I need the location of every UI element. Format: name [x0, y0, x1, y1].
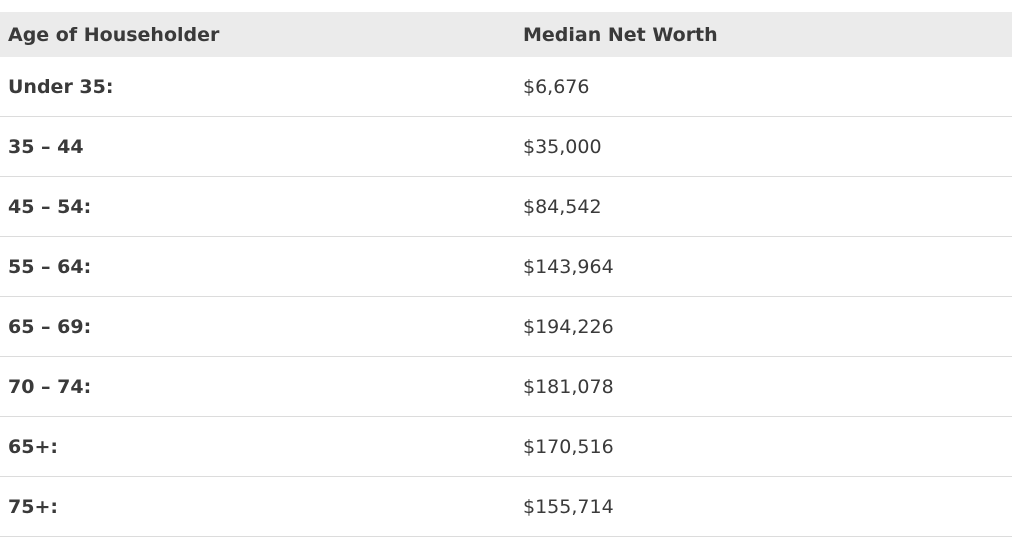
- table-row: 70 – 74: $181,078: [0, 356, 1012, 417]
- age-cell: 65+:: [0, 416, 515, 477]
- age-cell: 70 – 74:: [0, 356, 515, 417]
- header-cell: Age of Householder: [0, 12, 515, 57]
- header-row: Age of Householder Median Net Worth: [0, 12, 1012, 57]
- net-worth-cell: $170,516: [515, 416, 1012, 477]
- net-worth-cell: $35,000: [515, 116, 1012, 177]
- table-row: 45 – 54: $84,542: [0, 176, 1012, 237]
- age-cell: 45 – 54:: [0, 176, 515, 237]
- net-worth-cell: $6,676: [515, 57, 1012, 117]
- net-worth-cell: $155,714: [515, 476, 1012, 537]
- net-worth-cell: $84,542: [515, 176, 1012, 237]
- net-worth-cell: $181,078: [515, 356, 1012, 417]
- table-row: Under 35: $6,676: [0, 57, 1012, 117]
- net-worth-table: Age of Householder Median Net Worth Unde…: [0, 12, 1012, 537]
- age-cell: 75+:: [0, 476, 515, 537]
- age-cell: Under 35:: [0, 57, 515, 117]
- table-row: 55 – 64: $143,964: [0, 236, 1012, 297]
- net-worth-cell: $194,226: [515, 296, 1012, 357]
- age-cell: 35 – 44: [0, 116, 515, 177]
- table-row: 75+: $155,714: [0, 476, 1012, 537]
- age-cell: 65 – 69:: [0, 296, 515, 357]
- age-cell: 55 – 64:: [0, 236, 515, 297]
- table-row: 65+: $170,516: [0, 416, 1012, 477]
- table-row: 65 – 69: $194,226: [0, 296, 1012, 357]
- table-header: Age of Householder Median Net Worth: [0, 12, 1012, 57]
- table-body: Under 35: $6,676 35 – 44 $35,000 45 – 54: $84…: [0, 57, 1012, 537]
- header-cell: Median Net Worth: [515, 12, 1012, 57]
- table-row: 35 – 44 $35,000: [0, 116, 1012, 177]
- net-worth-cell: $143,964: [515, 236, 1012, 297]
